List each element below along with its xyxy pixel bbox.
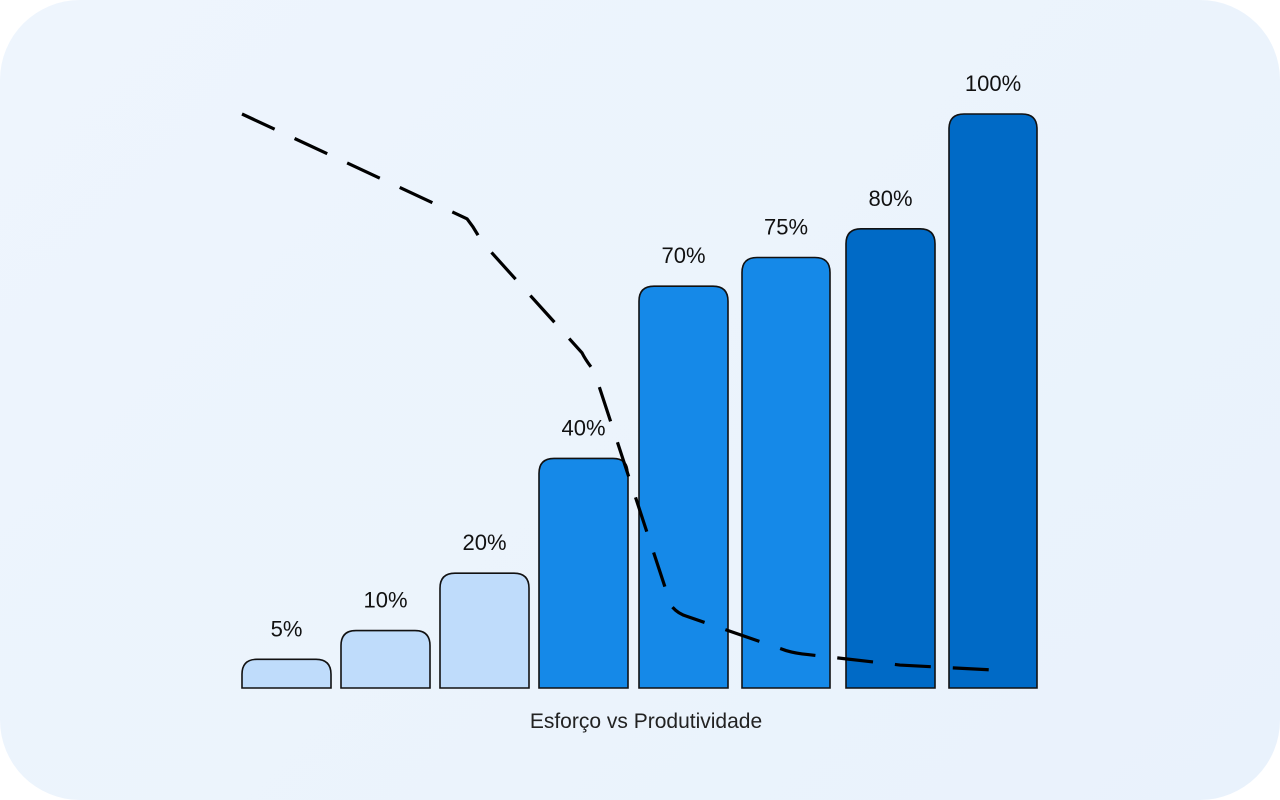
bar-70pct <box>638 285 729 689</box>
bar-value-label: 5% <box>271 616 303 641</box>
bar-100pct <box>948 113 1038 689</box>
bar-10pct <box>340 629 431 689</box>
bar-40pct <box>538 457 629 689</box>
dashed-trend-line <box>241 112 1009 673</box>
bar-5pct <box>241 658 332 689</box>
bars-group <box>241 113 1038 689</box>
bar-value-label: 70% <box>661 243 705 268</box>
bar-20pct <box>439 572 530 689</box>
bar-75pct <box>741 256 831 689</box>
bar-value-label: 80% <box>868 186 912 211</box>
bar-value-label: 20% <box>462 530 506 555</box>
bar-80pct <box>845 228 936 689</box>
bar-value-label: 100% <box>965 71 1021 96</box>
bar-value-label: 40% <box>561 415 605 440</box>
chart-title: Esforço vs Produtividade <box>530 710 762 733</box>
bar-value-label: 10% <box>363 588 407 613</box>
bar-value-label: 75% <box>764 215 808 240</box>
bar-labels-group: 5% 10% 20% 40% 70% 75% 80% 100% <box>271 71 1022 641</box>
